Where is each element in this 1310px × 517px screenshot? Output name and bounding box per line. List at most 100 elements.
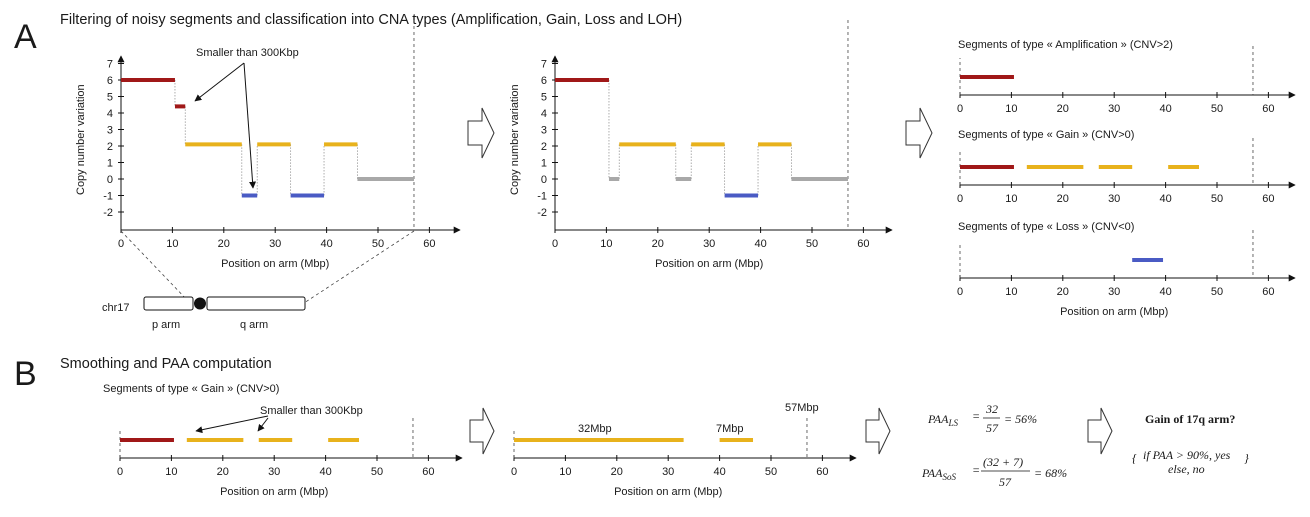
filtered-y-tick-label: 1 xyxy=(541,158,547,170)
b_smoothed-x-tick-label: 0 xyxy=(511,466,517,478)
filtered-y-tick-label: -1 xyxy=(537,191,547,203)
amplification-x-tick-label: 0 xyxy=(957,103,963,115)
panel-b-letter: B xyxy=(14,355,37,393)
svg-text:=: = xyxy=(972,409,980,423)
q-arm-label: q arm xyxy=(240,319,268,331)
amplification-x-tick-label: 30 xyxy=(1108,103,1120,115)
svg-text:}: } xyxy=(1244,451,1249,465)
loss-x-tick-label: 0 xyxy=(957,286,963,298)
raw-x-tick-label: 20 xyxy=(218,238,230,250)
loss-xlabel: Position on arm (Mbp) xyxy=(1060,306,1168,318)
flow-arrow-a2 xyxy=(905,107,933,159)
b_smoothed-x-tick-label: 20 xyxy=(611,466,623,478)
amplification-x-tick-label: 60 xyxy=(1262,103,1274,115)
b_gain-x-tick-label: 20 xyxy=(217,466,229,478)
centromere xyxy=(194,297,206,310)
b_gain-x-tick-label: 0 xyxy=(117,466,123,478)
filtered-x-tick-label: 30 xyxy=(703,238,715,250)
loss-x-tick-label: 20 xyxy=(1057,286,1069,298)
b_gain-xlabel: Position on arm (Mbp) xyxy=(220,486,328,498)
ls-result: = 56% xyxy=(1004,412,1037,426)
p-arm-label: p arm xyxy=(152,319,180,331)
filtered-x-tick-label: 60 xyxy=(857,238,869,250)
flow-arrow-b1 xyxy=(469,407,495,455)
b_gain-x-tick-label: 50 xyxy=(371,466,383,478)
filtered-ylabel: Copy number variation xyxy=(509,84,521,195)
amplification-x-tick-label: 20 xyxy=(1057,103,1069,115)
raw-x-tick-label: 40 xyxy=(320,238,332,250)
filtered-y-tick-label: 5 xyxy=(541,92,547,104)
sos-num: (32 + 7) xyxy=(983,455,1023,469)
filtered-y-tick-label: 6 xyxy=(541,75,547,87)
gain-title: Segments of type « Gain » (CNV>0) xyxy=(958,129,1134,141)
amplification-title: Segments of type « Amplification » (CNV>… xyxy=(958,39,1173,51)
filtered-y-tick-label: 7 xyxy=(541,59,547,71)
panel-b-subtitle: Segments of type « Gain » (CNV>0) xyxy=(103,383,279,395)
label-32mbp: 32Mbp xyxy=(578,423,612,435)
filtered-cnv-chart: 0 10 20 30 40 50 60 Position on arm (Mbp) -2 -1 0 1… xyxy=(537,20,893,270)
b_smoothed-x-tick-label: 40 xyxy=(713,466,725,478)
raw-y-tick-label: 0 xyxy=(107,174,113,186)
label-7mbp: 7Mbp xyxy=(716,423,744,435)
loss-title: Segments of type « Loss » (CNV<0) xyxy=(958,221,1134,233)
amplification-x-tick-label: 10 xyxy=(1005,103,1017,115)
chromosome-name: chr17 xyxy=(102,302,130,314)
ls-num: 32 xyxy=(985,402,998,416)
decision-question: Gain of 17q arm? xyxy=(1145,412,1235,426)
amplification-x-tick-label: 40 xyxy=(1159,103,1171,115)
svg-text:=: = xyxy=(972,463,980,477)
label-57mbp: 57Mbp xyxy=(785,402,819,414)
ls-den: 57 xyxy=(986,421,999,435)
loss-x-tick-label: 10 xyxy=(1005,286,1017,298)
raw-y-tick-label: 5 xyxy=(107,92,113,104)
b_gain-x-tick-label: 10 xyxy=(165,466,177,478)
b-smoothed-segments-chart: 0 10 20 30 40 50 60 Position on arm (Mbp) xyxy=(511,418,857,498)
raw-x-tick-label: 0 xyxy=(118,238,124,250)
raw-y-tick-label: 4 xyxy=(107,108,113,120)
loss-x-tick-label: 40 xyxy=(1159,286,1171,298)
zoom-line-left xyxy=(120,230,191,304)
amplification-x-tick-label: 50 xyxy=(1211,103,1223,115)
filtered-x-tick-label: 40 xyxy=(754,238,766,250)
raw-y-tick-label: -1 xyxy=(103,191,113,203)
b-gain-segments-chart: 0 10 20 30 40 50 60 Position on arm (Mbp) xyxy=(117,418,463,498)
svg-text:PAASoS: PAASoS xyxy=(921,466,956,482)
filtered-x-tick-label: 10 xyxy=(600,238,612,250)
gain-x-tick-label: 40 xyxy=(1159,193,1171,205)
gain-x-tick-label: 30 xyxy=(1108,193,1120,205)
filtered-xlabel: Position on arm (Mbp) xyxy=(655,258,763,270)
loss-x-tick-label: 30 xyxy=(1108,286,1120,298)
gain-x-tick-label: 20 xyxy=(1057,193,1069,205)
loss-segments-chart: 0 10 20 30 40 50 60 Position on arm (Mbp) xyxy=(957,230,1296,318)
filtered-y-tick-label: 3 xyxy=(541,125,547,137)
raw-ylabel: Copy number variation xyxy=(75,84,87,195)
loss-x-tick-label: 50 xyxy=(1211,286,1223,298)
filtered-y-tick-label: 4 xyxy=(541,108,547,120)
b_gain-x-tick-label: 30 xyxy=(268,466,280,478)
sos-sub: SoS xyxy=(942,472,956,482)
b_gain-x-tick-label: 40 xyxy=(319,466,331,478)
flow-arrow-a1 xyxy=(467,107,495,159)
decision-rule: { if PAA > 90%, yes else, no } xyxy=(1132,448,1249,476)
filtered-y-tick-label: 0 xyxy=(541,174,547,186)
raw-y-tick-label: 6 xyxy=(107,75,113,87)
chromosome-ideogram: chr17 p arm q arm xyxy=(102,296,306,331)
gain-x-tick-label: 10 xyxy=(1005,193,1017,205)
raw-cnv-chart: 0 10 20 30 40 50 60 Position on arm (Mbp) -2 -1 0 1… xyxy=(103,20,461,270)
sos-result: = 68% xyxy=(1034,466,1067,480)
b_smoothed-x-tick-label: 30 xyxy=(662,466,674,478)
q-arm xyxy=(206,296,306,311)
formula-paa-ls: PAALS = 32 57 = 56% xyxy=(927,402,1037,435)
gain-x-tick-label: 60 xyxy=(1262,193,1274,205)
b_smoothed-x-tick-label: 50 xyxy=(765,466,777,478)
panel-b-heading: Smoothing and PAA computation xyxy=(60,356,272,372)
annotation-arrow-2 xyxy=(243,62,257,189)
flow-arrow-b3 xyxy=(1087,407,1113,455)
raw-x-tick-label: 10 xyxy=(166,238,178,250)
raw-y-tick-label: 1 xyxy=(107,158,113,170)
sos-den: 57 xyxy=(999,475,1012,489)
filtered-y-tick-label: -2 xyxy=(537,207,547,219)
raw-x-tick-label: 50 xyxy=(372,238,384,250)
panel-a-letter: A xyxy=(14,18,37,56)
